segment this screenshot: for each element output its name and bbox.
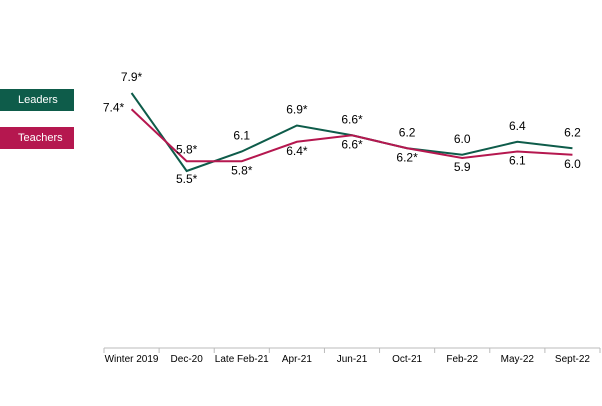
data-label: 6.0 [454, 132, 471, 146]
x-tick-label: Apr-21 [281, 354, 312, 365]
legend-entry: Leaders [0, 89, 74, 111]
data-label: 6.6* [341, 112, 363, 126]
series-line [130, 108, 573, 163]
x-tick-label: Dec-20 [170, 354, 203, 365]
data-label: 6.4* [286, 144, 308, 158]
data-label: 7.4* [103, 100, 125, 114]
x-tick-label: Jun-21 [336, 354, 368, 365]
data-label: 6.0 [564, 157, 581, 171]
data-label: 6.1 [233, 129, 250, 143]
data-label: 5.8* [176, 142, 198, 156]
x-tick-label: Oct-21 [392, 354, 423, 365]
data-label: 5.9 [454, 160, 471, 174]
data-label: 5.8* [231, 163, 253, 177]
x-tick-label: Winter 2019 [104, 354, 159, 365]
data-label: 7.9* [121, 70, 143, 84]
x-tick-label: Sept-22 [554, 354, 590, 365]
data-label: 6.1 [509, 154, 526, 168]
data-label: 6.2 [564, 125, 581, 139]
legend-entry: Teachers [0, 127, 74, 149]
x-tick-label: May-22 [500, 354, 534, 365]
data-label: 6.2 [399, 125, 416, 139]
data-label: 6.9* [286, 103, 308, 117]
data-label: 6.4 [509, 119, 526, 133]
x-tick-label: Late Feb-21 [214, 354, 269, 365]
data-label: 6.2* [396, 150, 418, 164]
data-label: 6.6* [341, 137, 363, 151]
data-label: 5.5* [176, 172, 198, 186]
x-tick-label: Feb-22 [446, 354, 479, 365]
series-line [130, 92, 573, 173]
